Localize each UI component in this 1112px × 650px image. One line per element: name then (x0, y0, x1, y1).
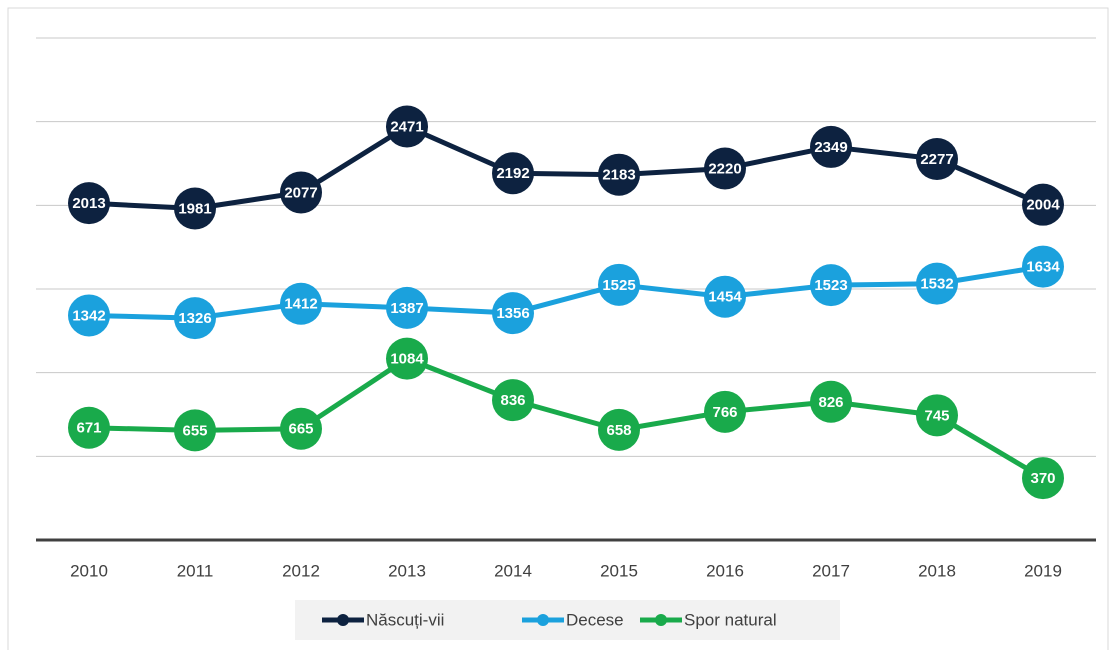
data-label: 2004 (1026, 197, 1060, 214)
data-label: 1342 (72, 307, 105, 324)
data-label: 836 (500, 392, 525, 409)
x-tick-label: 2019 (1024, 561, 1062, 580)
marker (704, 147, 746, 190)
legend-marker (655, 614, 667, 626)
marker (386, 286, 428, 329)
marker (704, 390, 746, 433)
data-label: 1454 (708, 289, 742, 306)
data-label: 655 (182, 422, 207, 439)
x-tick-label: 2011 (177, 561, 214, 580)
x-tick-label: 2014 (494, 561, 532, 580)
marker (386, 337, 428, 380)
data-label: 2077 (284, 184, 317, 201)
marker (704, 275, 746, 318)
data-label: 766 (712, 404, 737, 421)
marker (280, 407, 322, 450)
data-label: 2183 (602, 167, 635, 184)
marker (916, 394, 958, 437)
data-label: 658 (606, 422, 631, 439)
series-line (88, 264, 1044, 321)
marker (810, 380, 852, 423)
marker (68, 294, 110, 337)
marker (916, 137, 958, 180)
marker (280, 282, 322, 325)
x-tick-label: 2015 (600, 561, 638, 580)
marker (174, 187, 216, 230)
marker (280, 171, 322, 214)
data-label: 1634 (1026, 259, 1060, 276)
marker (598, 153, 640, 196)
x-tick-label: 2016 (706, 561, 744, 580)
marker (1022, 457, 1064, 500)
data-label: 1084 (390, 351, 424, 368)
marker (598, 263, 640, 306)
data-label: 671 (76, 420, 101, 437)
data-label: 665 (288, 421, 313, 438)
data-label: 826 (818, 394, 843, 411)
data-label: 2277 (920, 151, 953, 168)
data-label: 1326 (178, 310, 211, 327)
marker (810, 264, 852, 307)
data-label: 745 (924, 407, 949, 424)
marker (174, 297, 216, 340)
marker (492, 152, 534, 195)
x-tick-label: 2013 (388, 561, 426, 580)
marker (598, 408, 640, 451)
data-label: 2192 (496, 165, 529, 182)
marker (68, 406, 110, 449)
legend-label: Decese (566, 610, 624, 629)
marker (386, 105, 428, 148)
series-line (88, 124, 1044, 212)
data-label: 2220 (708, 160, 741, 177)
data-label: 2471 (390, 118, 423, 135)
marker (916, 262, 958, 305)
marker (492, 379, 534, 422)
data-label: 1356 (496, 305, 529, 322)
legend-box (295, 600, 840, 640)
data-label: 1412 (284, 296, 317, 313)
x-tick-label: 2018 (918, 561, 956, 580)
series-line (88, 356, 1045, 481)
legend-marker (537, 614, 549, 626)
data-label: 2349 (814, 139, 847, 156)
marker (68, 182, 110, 225)
legend-label: Născuți-vii (366, 610, 444, 629)
data-label: 1525 (602, 277, 635, 294)
data-label: 1532 (920, 276, 953, 293)
chart-frame (7, 7, 1109, 650)
marker (810, 125, 852, 168)
data-label: 1981 (178, 200, 211, 217)
marker (1022, 183, 1064, 226)
data-label: 1387 (390, 300, 423, 317)
marker (492, 292, 534, 335)
legend-marker (337, 614, 349, 626)
data-label: 370 (1030, 470, 1055, 487)
marker (1022, 245, 1064, 288)
legend-label: Spor natural (684, 610, 777, 629)
data-label: 2013 (72, 195, 105, 212)
x-tick-label: 2012 (282, 561, 320, 580)
marker (174, 409, 216, 452)
x-tick-label: 2010 (70, 561, 108, 580)
x-tick-label: 2017 (812, 561, 850, 580)
data-label: 1523 (814, 277, 847, 294)
